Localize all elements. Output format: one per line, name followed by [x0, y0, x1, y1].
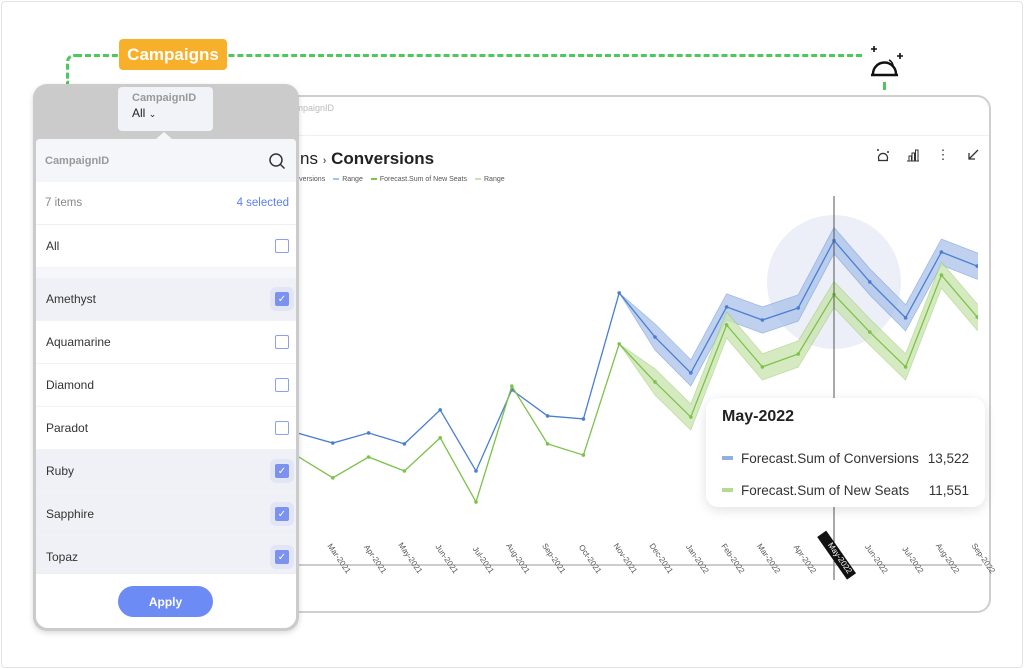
footer: Apply — [36, 573, 296, 628]
items-count: 7 items — [45, 197, 83, 209]
tooltip-title: May-2022 — [722, 408, 795, 425]
list-item-label: Diamond — [46, 378, 95, 392]
divider — [36, 268, 296, 278]
tooltip-row: Forecast.Sum of New Seats 11,551 — [722, 474, 969, 506]
list-item[interactable]: Ruby ✓ — [36, 450, 296, 493]
tooltip-row: Forecast.Sum of Conversions 13,522 — [722, 442, 969, 474]
popup-arrow — [156, 132, 172, 139]
chart-card: CampaignID Campaigns › Conversions Forec… — [224, 95, 991, 613]
checkbox[interactable] — [275, 239, 289, 253]
list-item[interactable]: Topaz ✓ — [36, 536, 296, 579]
legend-item[interactable]: Range — [475, 176, 505, 183]
list-item[interactable]: Amethyst ✓ — [36, 278, 296, 321]
campaigns-badge: Campaigns — [119, 39, 227, 70]
breadcrumb-separator: › — [322, 155, 327, 167]
connector-line — [883, 82, 886, 90]
filter-label: CampaignID — [284, 103, 335, 113]
search-row[interactable]: CampaignID — [36, 139, 296, 182]
campaign-filter-chip[interactable]: CampaignID All ⌄ — [118, 87, 213, 131]
checkbox[interactable]: ✓ — [275, 550, 289, 564]
checkbox[interactable] — [275, 335, 289, 349]
search-icon[interactable] — [268, 152, 286, 170]
list-item-label: Topaz — [46, 550, 79, 564]
chip-value: All ⌄ — [132, 106, 157, 120]
count-row: 7 items 4 selected — [36, 182, 296, 225]
more-icon[interactable]: ⋮ — [936, 147, 950, 162]
checkbox[interactable]: ✓ — [275, 292, 289, 306]
list-item-label: Ruby — [46, 464, 75, 478]
chevron-down-icon: ⌄ — [148, 109, 157, 119]
forecast-icon — [871, 46, 903, 77]
legend-item[interactable]: Forecast.Sum of New Seats — [370, 176, 467, 183]
filter-popup: CampaignID All ⌄ CampaignID 7 items 4 se… — [33, 84, 299, 631]
connector-line — [66, 54, 80, 84]
checkbox[interactable]: ✓ — [275, 507, 289, 521]
chart-type-icon[interactable] — [905, 147, 921, 163]
list-item-all[interactable]: All — [36, 225, 296, 268]
checkbox[interactable] — [275, 378, 289, 392]
list-item-label: Aquamarine — [46, 335, 111, 349]
search-label: CampaignID — [45, 154, 110, 167]
list-item-label: Sapphire — [46, 507, 95, 521]
apply-button[interactable]: Apply — [118, 586, 213, 617]
selected-count[interactable]: 4 selected — [236, 197, 289, 209]
list-item[interactable]: Sapphire ✓ — [36, 493, 296, 536]
divider — [272, 135, 989, 136]
page-title: Conversions — [331, 149, 435, 168]
forecast-toggle-icon[interactable] — [875, 147, 891, 163]
toolbar: ⋮ — [875, 147, 981, 163]
list-item[interactable]: Aquamarine — [36, 321, 296, 364]
connector-line — [76, 54, 862, 57]
chip-label: CampaignID — [132, 92, 197, 104]
checkbox[interactable]: ✓ — [275, 464, 289, 478]
tooltip: May-2022 Forecast.Sum of Conversions 13,5… — [706, 398, 985, 507]
list-item[interactable]: Diamond — [36, 364, 296, 407]
checkbox[interactable] — [275, 421, 289, 435]
list-item[interactable]: Paradot — [36, 407, 296, 450]
list-item-label: Amethyst — [46, 292, 97, 306]
legend-item[interactable]: Range — [333, 176, 363, 183]
filter-panel: CampaignID 7 items 4 selected All Amethy… — [36, 139, 296, 628]
list-item-label: Paradot — [46, 421, 89, 435]
collapse-icon[interactable] — [965, 147, 981, 163]
